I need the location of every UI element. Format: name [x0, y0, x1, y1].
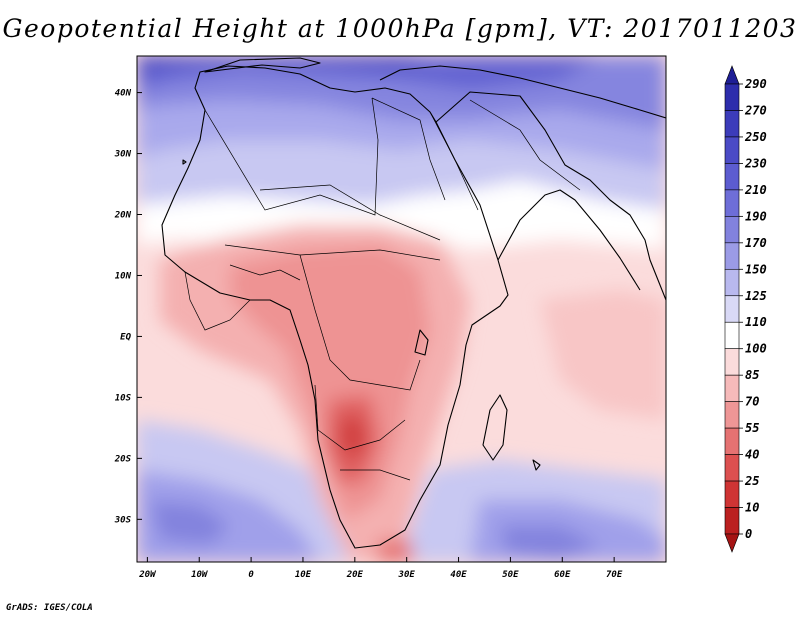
colorbar-segment	[724, 268, 740, 297]
colorbar-label: 150	[745, 262, 767, 276]
height-field	[137, 56, 666, 562]
colorbar-segment	[724, 65, 740, 85]
x-tick-label: 20W	[138, 570, 157, 580]
x-tick-label: 30E	[398, 570, 416, 580]
colorbar: 2902702502302101901701501251101008570554…	[724, 65, 767, 553]
colorbar-label: 270	[744, 103, 767, 117]
colorbar-label: 25	[744, 474, 759, 488]
colorbar-label: 10	[745, 501, 759, 515]
colorbar-segment	[724, 83, 740, 111]
colorbar-label: 170	[745, 236, 767, 250]
colorbar-label: 250	[744, 130, 767, 144]
y-tick-label: 20N	[114, 211, 132, 221]
y-tick-label: 30S	[114, 515, 132, 525]
colorbar-label: 290	[744, 77, 767, 91]
x-tick-label: 10W	[191, 570, 209, 580]
colorbar-segment	[724, 507, 740, 535]
y-tick-label: EQ	[120, 332, 131, 342]
x-tick-label: 60E	[554, 570, 571, 580]
colorbar-segment	[724, 295, 740, 323]
colorbar-label: 40	[745, 448, 759, 462]
colorbar-label: 70	[745, 395, 759, 409]
colorbar-segment	[724, 454, 740, 482]
x-tick-label: 40E	[450, 570, 467, 580]
country-borders	[184, 97, 581, 481]
colorbar-segment	[724, 189, 740, 217]
colorbar-label: 190	[745, 209, 767, 223]
y-tick-label: 30N	[114, 150, 132, 160]
x-tick-label: 10E	[295, 570, 312, 580]
y-tick-label: 40N	[115, 89, 132, 99]
colorbar-label: 55	[745, 421, 759, 435]
credit-text: GrADS: IGES/COLA	[6, 603, 93, 613]
colorbar-segment	[724, 401, 740, 429]
colorbar-label: 0	[745, 527, 752, 541]
colorbar-segment	[724, 110, 740, 138]
colorbar-segment	[724, 321, 740, 350]
plot-frame	[136, 55, 667, 563]
colorbar-label: 125	[745, 289, 767, 303]
y-tick-label: 20S	[114, 454, 132, 464]
x-tick-label: 20E	[346, 570, 364, 580]
x-axis: 20W 10W 0 10E 20E 30E 40E 50E 60E 70E	[138, 557, 623, 580]
colorbar-segment	[724, 533, 740, 553]
y-tick-label: 10N	[115, 271, 132, 281]
colorbar-label: 230	[744, 156, 767, 170]
colorbar-segment	[724, 480, 740, 508]
colorbar-label: 110	[745, 315, 767, 329]
x-tick-label: 50E	[502, 570, 519, 580]
colorbar-segment	[724, 427, 740, 455]
map-title: Geopotential Height at 1000hPa [gpm], VT…	[2, 14, 798, 43]
colorbar-segment	[724, 348, 740, 376]
colorbar-label: 210	[744, 183, 767, 197]
y-tick-label: 10S	[115, 393, 132, 403]
coastlines	[161, 57, 666, 549]
colorbar-segment	[724, 242, 740, 270]
x-tick-label: 70E	[606, 570, 623, 580]
y-axis: 40N 30N 20N 10N EQ 10S 20S 30S	[114, 89, 142, 525]
x-tick-label: 0	[248, 570, 254, 580]
colorbar-segment	[724, 163, 740, 191]
colorbar-segment	[724, 216, 740, 244]
colorbar-segment	[724, 374, 740, 402]
colorbar-label: 85	[745, 368, 759, 382]
colorbar-segment	[724, 136, 740, 164]
colorbar-label: 100	[745, 342, 767, 356]
